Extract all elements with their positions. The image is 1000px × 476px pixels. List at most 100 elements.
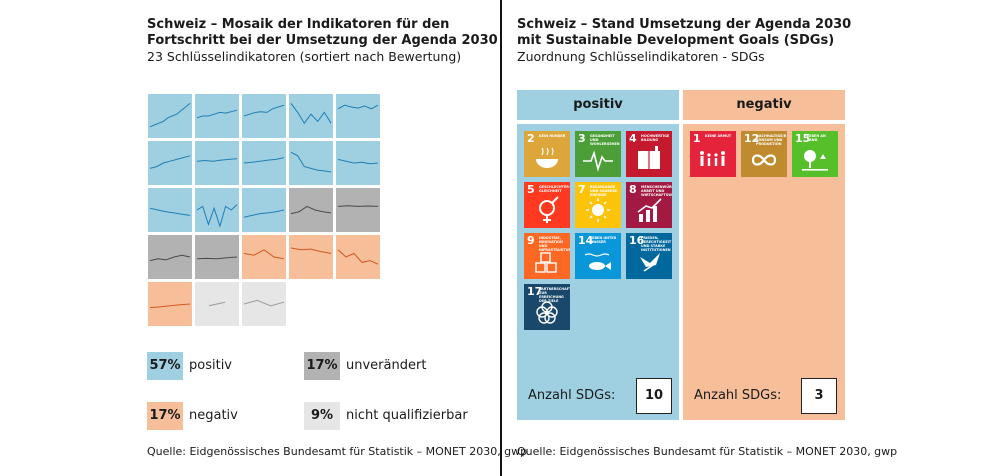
indicator-tile bbox=[336, 235, 380, 279]
tree-icon bbox=[802, 150, 828, 171]
left-title-line1: Schweiz – Mosaik der Indikatoren für den bbox=[147, 17, 450, 32]
legend-unveraendert-box: 17% bbox=[304, 352, 340, 380]
negativ-count-label: Anzahl SDGs: bbox=[694, 388, 782, 403]
indicator-trend-line bbox=[149, 207, 191, 216]
negativ-count-value: 3 bbox=[801, 378, 837, 414]
indicator-trend-line bbox=[149, 155, 191, 169]
indicator-trend-line bbox=[208, 301, 226, 307]
indicator-tile bbox=[195, 235, 239, 279]
sdg-number: 7 bbox=[578, 183, 586, 196]
sdg-number: 16 bbox=[629, 234, 645, 247]
sdg-tile-12: 12 NACHHALTIGE/R KONSUM UND PRODUKTION bbox=[741, 131, 787, 177]
sdg-number: 17 bbox=[527, 285, 543, 298]
cubes-icon bbox=[535, 252, 557, 273]
indicator-tile bbox=[148, 94, 192, 138]
indicator-trend-line bbox=[243, 104, 285, 117]
indicator-tile bbox=[336, 94, 380, 138]
indicator-tile bbox=[195, 94, 239, 138]
legend-nicht-qualifizierbar-label: nicht qualifizierbar bbox=[346, 408, 468, 423]
indicator-tile bbox=[195, 282, 239, 326]
positiv-count-label: Anzahl SDGs: bbox=[528, 388, 616, 403]
indicator-tile bbox=[289, 141, 333, 185]
indicator-tile bbox=[148, 235, 192, 279]
indicator-trend-line bbox=[149, 254, 191, 262]
sdg-tile-4: 4 HOCHWERTIGE BILDUNG bbox=[626, 131, 672, 177]
right-title-line1: Schweiz – Stand Umsetzung der Agenda 203… bbox=[517, 17, 852, 32]
growth-chart-icon bbox=[637, 198, 662, 222]
left-title-line2: Fortschritt bei der Umsetzung der Agenda… bbox=[147, 33, 498, 48]
indicator-trend-line bbox=[149, 303, 191, 309]
sdg-label: LEBEN UNTER WASSER bbox=[590, 236, 617, 244]
positiv-count-value: 10 bbox=[636, 378, 672, 414]
left-source: Quelle: Eidgenössisches Bundesamt für St… bbox=[147, 445, 528, 458]
sdg-tile-3: 3 GESUNDHEIT UND WOHLERGEHEN bbox=[575, 131, 621, 177]
sdg-number: 5 bbox=[527, 183, 535, 196]
legend-positiv-box: 57% bbox=[147, 352, 183, 380]
indicator-tile bbox=[336, 188, 380, 232]
sdg-label: BEZAHLBARE UND SAUBERE ENERGIE bbox=[590, 185, 618, 197]
sdg-tile-9: 9 INDUSTRIE, INNOVATION UND INFRASTRUKTUR bbox=[524, 233, 570, 279]
sdg-number: 14 bbox=[578, 234, 594, 247]
sdg-label: GESCHLECHTER-GLEICHHEIT bbox=[539, 185, 570, 193]
right-subtitle: Zuordnung Schlüsselindikatoren - SDGs bbox=[517, 49, 765, 64]
sdg-label: GESUNDHEIT UND WOHLERGEHEN bbox=[590, 134, 620, 146]
sdg-tile-5: 5 GESCHLECHTER-GLEICHHEIT bbox=[524, 182, 570, 228]
indicator-tile bbox=[242, 188, 286, 232]
family-icon bbox=[700, 151, 725, 166]
left-subtitle: 23 Schlüsselindikatoren (sortiert nach B… bbox=[147, 49, 462, 64]
indicator-tile bbox=[242, 282, 286, 326]
indicator-tile bbox=[336, 141, 380, 185]
indicator-trend-line bbox=[196, 204, 238, 228]
indicator-trend-line bbox=[243, 209, 285, 218]
panel-divider bbox=[500, 0, 502, 476]
sdg-number: 9 bbox=[527, 234, 535, 247]
sdg-number: 1 bbox=[693, 132, 701, 145]
sdg-number: 3 bbox=[578, 132, 586, 145]
right-source: Quelle: Eidgenössisches Bundesamt für St… bbox=[517, 445, 898, 458]
sdg-number: 12 bbox=[744, 132, 760, 145]
indicator-tile bbox=[148, 188, 192, 232]
indicator-trend-line bbox=[337, 104, 379, 110]
sdg-tile-7: 7 BEZAHLBARE UND SAUBERE ENERGIE bbox=[575, 182, 621, 228]
indicator-trend-line bbox=[196, 256, 238, 260]
indicator-trend-line bbox=[290, 205, 332, 215]
indicator-tile bbox=[289, 235, 333, 279]
indicator-trend-line bbox=[243, 249, 285, 260]
indicator-trend-line bbox=[243, 157, 285, 164]
indicator-trend-line bbox=[196, 158, 238, 162]
dove-icon bbox=[640, 253, 660, 272]
indicator-trend-line bbox=[243, 299, 285, 307]
book-icon bbox=[638, 146, 660, 169]
heartbeat-icon bbox=[583, 150, 613, 172]
indicator-tile bbox=[195, 141, 239, 185]
legend-unveraendert-label: unverändert bbox=[346, 358, 427, 373]
indicator-trend-line bbox=[149, 103, 191, 128]
sdg-label: HOCHWERTIGE BILDUNG bbox=[641, 134, 670, 142]
column-negativ-header: negativ bbox=[683, 90, 845, 120]
indicator-trend-line bbox=[196, 109, 238, 119]
indicator-trend-line bbox=[290, 151, 332, 173]
gender-icon bbox=[539, 196, 559, 223]
sun-icon bbox=[586, 198, 610, 222]
column-positiv-header: positiv bbox=[517, 90, 679, 120]
indicator-trend-line bbox=[337, 158, 379, 165]
sdg-label: LEBEN AN LAND bbox=[807, 134, 826, 142]
sdg-tile-14: 14 LEBEN UNTER WASSER bbox=[575, 233, 621, 279]
right-title-line2: mit Sustainable Development Goals (SDGs) bbox=[517, 33, 835, 48]
indicator-tile bbox=[289, 94, 333, 138]
legend-negativ-box: 17% bbox=[147, 402, 183, 430]
sdg-tile-8: 8 MENSCHENWÜRDIGE ARBEIT UND WIRTSCHAFTSW… bbox=[626, 182, 672, 228]
sdg-label: PARTNERSCHAFTEN ZUR ERREICHUNG DER ZIELE bbox=[539, 287, 570, 303]
rings-icon bbox=[536, 301, 558, 324]
sdg-number: 2 bbox=[527, 132, 535, 145]
indicator-tile bbox=[148, 282, 192, 326]
sdg-label: NACHHALTIGE/R KONSUM UND PRODUKTION bbox=[756, 134, 787, 146]
sdg-tile-2: 2 KEIN HUNGER bbox=[524, 131, 570, 177]
indicator-tile bbox=[242, 141, 286, 185]
indicator-trend-line bbox=[290, 103, 332, 125]
sdg-label: KEINE ARMUT bbox=[705, 134, 732, 138]
indicator-trend-line bbox=[337, 249, 379, 265]
indicator-tile bbox=[242, 235, 286, 279]
indicator-tile bbox=[289, 188, 333, 232]
legend-positiv-label: positiv bbox=[189, 358, 232, 373]
